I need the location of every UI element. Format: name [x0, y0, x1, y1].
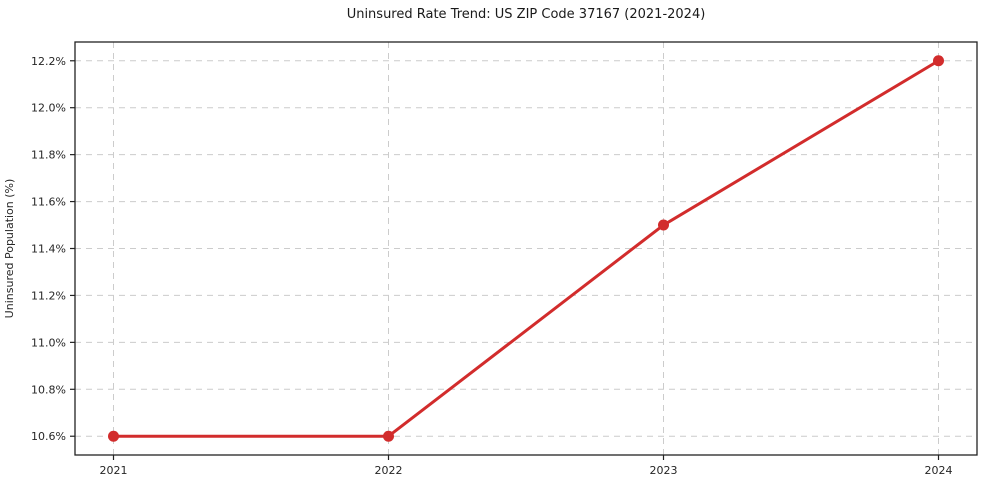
- x-tick-label: 2023: [650, 464, 678, 477]
- x-tick-label: 2022: [375, 464, 403, 477]
- y-tick-label: 11.6%: [31, 196, 66, 209]
- y-tick-label: 12.2%: [31, 55, 66, 68]
- data-point: [108, 430, 119, 442]
- data-point: [658, 219, 669, 231]
- data-point: [933, 55, 944, 67]
- y-tick-label: 10.8%: [31, 383, 66, 396]
- y-axis-label: Uninsured Population (%): [3, 178, 16, 319]
- x-tick-label: 2021: [100, 464, 128, 477]
- chart-title: Uninsured Rate Trend: US ZIP Code 37167 …: [346, 7, 706, 22]
- x-tick-label: 2024: [925, 464, 953, 477]
- y-tick-label: 12.0%: [31, 102, 66, 115]
- y-tick-label: 11.2%: [31, 289, 66, 302]
- trend-line: [112, 59, 940, 438]
- y-tick-label: 10.6%: [31, 430, 66, 443]
- data-point: [383, 430, 394, 442]
- y-tick-label: 11.8%: [31, 149, 66, 162]
- y-tick-label: 11.4%: [31, 243, 66, 256]
- y-tick-label: 11.0%: [31, 336, 66, 349]
